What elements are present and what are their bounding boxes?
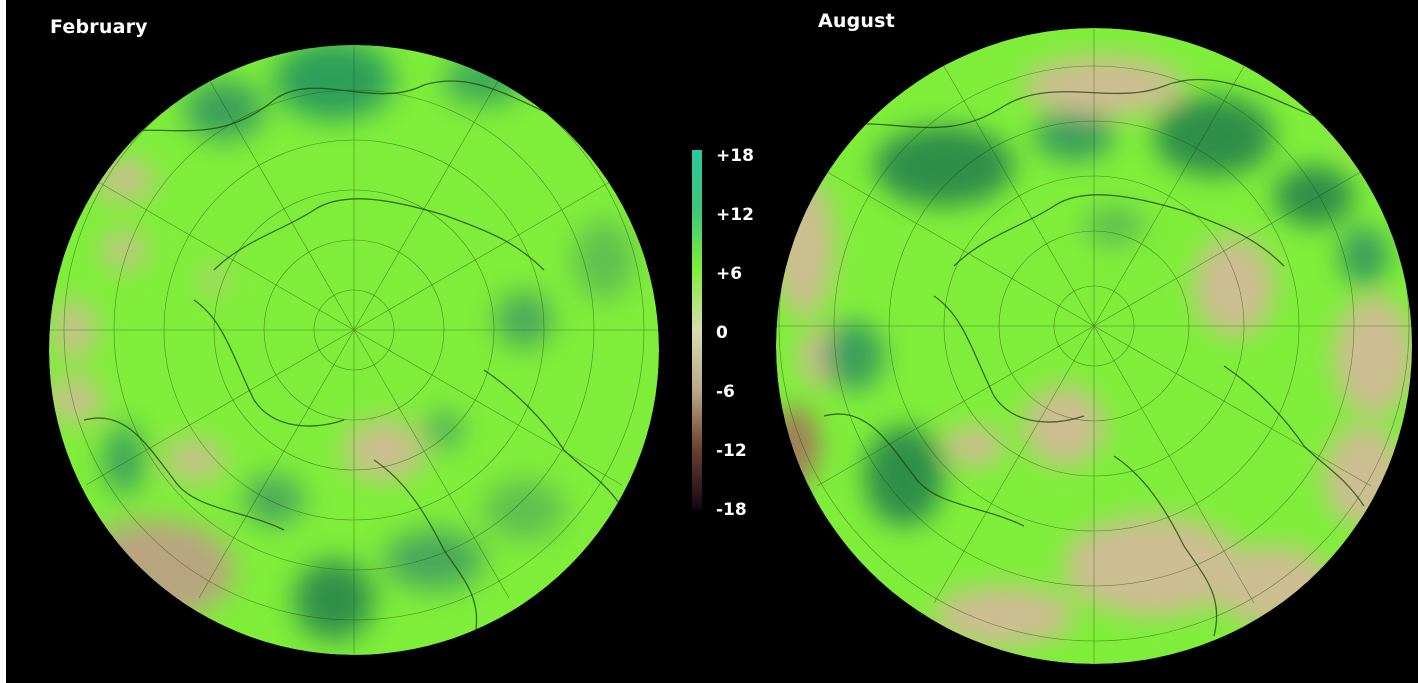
colorbar-tick-label: -18 (716, 500, 747, 520)
graticule (776, 28, 1412, 664)
colorbar-tick-label: +18 (716, 146, 754, 166)
february-polar-map-icon (49, 45, 659, 655)
august-polar-map-icon (776, 28, 1412, 664)
colorbar-tick-label: -6 (716, 382, 735, 402)
panel-label-february: February (50, 16, 148, 38)
coastlines (823, 78, 1365, 637)
colorbar-gradient (692, 150, 702, 510)
colorbar-tick-label: +6 (716, 264, 743, 284)
colorbar-tick-label: 0 (716, 323, 728, 343)
figure-stage: February August (6, 0, 1418, 683)
colorbar-tick-label: +12 (716, 205, 754, 225)
graticule (49, 45, 659, 655)
anomaly-patches (776, 56, 1412, 646)
coastlines (83, 80, 625, 641)
panel-label-august: August (818, 10, 895, 32)
colorbar-tick-label: -12 (716, 441, 747, 461)
